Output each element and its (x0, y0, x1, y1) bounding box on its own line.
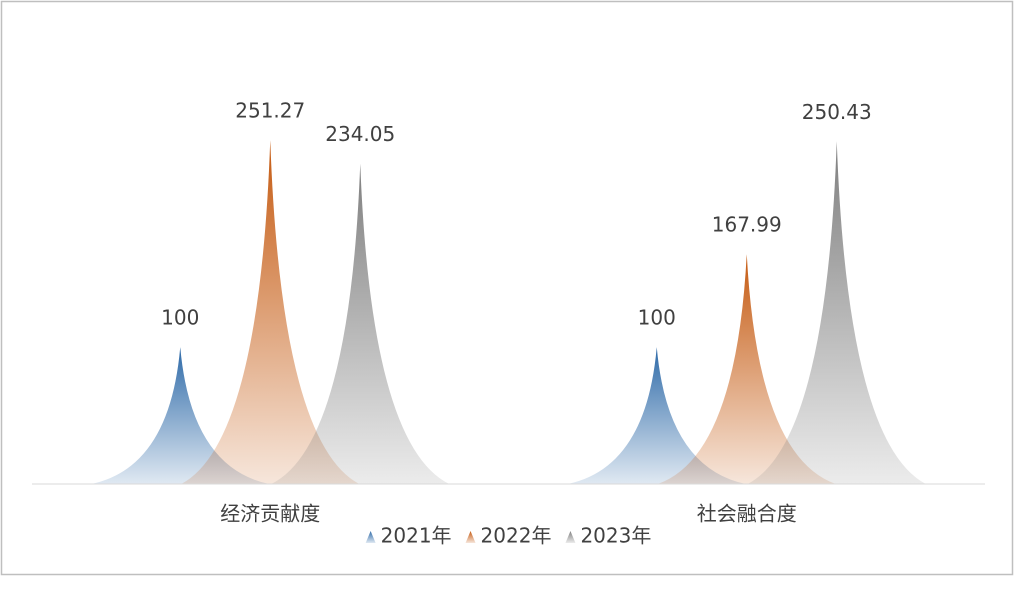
legend-marker (565, 531, 576, 543)
x-tick-label: 经济贡献度 (220, 502, 320, 526)
data-label: 251.27 (235, 99, 305, 123)
legend-label: 2023年 (580, 524, 651, 548)
data-label: 250.43 (802, 100, 872, 124)
x-tick-label: 社会融合度 (697, 502, 797, 526)
legend-label: 2022年 (481, 524, 552, 548)
legend: 2021年 2022年 2023年 (365, 524, 651, 548)
legend-marker (365, 531, 376, 543)
legend-label: 2021年 (381, 524, 452, 548)
spike (271, 163, 450, 484)
data-label: 100 (638, 306, 676, 330)
chart-frame (0, 0, 1014, 576)
spike (181, 140, 360, 484)
data-label: 234.05 (325, 122, 395, 146)
legend-marker (465, 531, 476, 543)
spike (657, 254, 836, 484)
spike (567, 347, 746, 484)
spike (747, 141, 926, 484)
data-label: 167.99 (712, 213, 782, 237)
spike (91, 347, 270, 484)
data-label: 100 (161, 306, 199, 330)
